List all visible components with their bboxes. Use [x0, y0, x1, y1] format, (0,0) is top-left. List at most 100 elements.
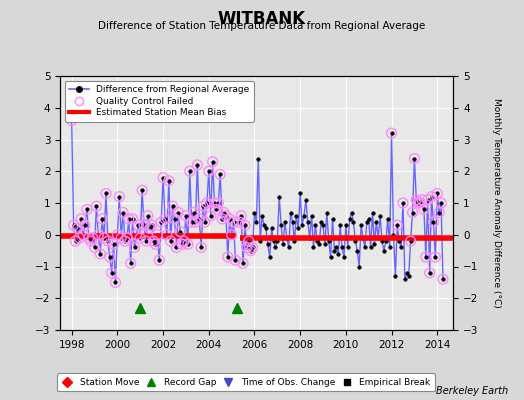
Point — [94, 232, 103, 238]
Point — [437, 200, 445, 206]
Point — [132, 232, 140, 238]
Point — [210, 200, 219, 206]
Point — [188, 219, 196, 225]
Point — [214, 200, 223, 206]
Point — [167, 238, 175, 244]
Point — [407, 238, 415, 244]
Point — [144, 212, 152, 219]
Point — [102, 190, 110, 197]
Point — [209, 158, 217, 165]
Point — [206, 212, 215, 219]
Point — [235, 219, 244, 225]
Point — [195, 216, 203, 222]
Point — [75, 235, 83, 241]
Point — [73, 225, 82, 232]
Point — [248, 244, 257, 251]
Point — [170, 216, 179, 222]
Point — [216, 171, 224, 178]
Point — [245, 238, 253, 244]
Point — [227, 232, 236, 238]
Point — [140, 222, 148, 228]
Point — [134, 222, 143, 228]
Point — [199, 203, 208, 209]
Point — [69, 222, 78, 228]
Point — [176, 228, 184, 235]
Point — [119, 209, 127, 216]
Point — [201, 219, 209, 225]
Point — [86, 238, 95, 244]
Point — [239, 260, 247, 266]
Point — [161, 216, 169, 222]
Text: WITBANK: WITBANK — [218, 10, 306, 28]
Point — [105, 254, 114, 260]
Point — [159, 174, 167, 181]
Point — [435, 209, 443, 216]
Point — [193, 162, 202, 168]
Point — [180, 238, 188, 244]
Point — [92, 203, 101, 209]
Point — [224, 254, 232, 260]
Point — [431, 254, 440, 260]
Point — [172, 244, 181, 251]
Point — [77, 216, 85, 222]
Point — [439, 276, 447, 282]
Point — [142, 238, 150, 244]
Point — [212, 206, 221, 212]
Point — [125, 216, 133, 222]
Point — [414, 200, 422, 206]
Point — [433, 190, 441, 197]
Point — [412, 197, 420, 203]
Point — [123, 235, 131, 241]
Point — [149, 238, 158, 244]
Point — [246, 248, 255, 254]
Point — [220, 209, 228, 216]
Point — [418, 197, 426, 203]
Point — [146, 225, 154, 232]
Point — [416, 200, 424, 206]
Point — [104, 238, 112, 244]
Point — [126, 260, 135, 266]
Point — [130, 244, 139, 251]
Point — [189, 209, 198, 216]
Point — [98, 216, 106, 222]
Point — [203, 200, 211, 206]
Point — [90, 244, 99, 251]
Point — [100, 235, 108, 241]
Point — [79, 232, 88, 238]
Y-axis label: Monthly Temperature Anomaly Difference (°C): Monthly Temperature Anomaly Difference (… — [492, 98, 501, 308]
Point — [183, 241, 192, 248]
Legend: Station Move, Record Gap, Time of Obs. Change, Empirical Break: Station Move, Record Gap, Time of Obs. C… — [58, 374, 435, 392]
Point — [117, 235, 125, 241]
Point — [428, 194, 436, 200]
Point — [393, 222, 401, 228]
Point — [178, 241, 187, 248]
Point — [111, 279, 119, 286]
Point — [96, 250, 104, 257]
Point — [422, 254, 430, 260]
Text: Difference of Station Temperature Data from Regional Average: Difference of Station Temperature Data f… — [99, 21, 425, 31]
Point — [420, 206, 428, 212]
Point — [71, 238, 80, 244]
Point — [113, 232, 122, 238]
Point — [68, 117, 76, 124]
Point — [107, 270, 116, 276]
Point — [408, 209, 417, 216]
Point — [222, 212, 230, 219]
Point — [89, 235, 97, 241]
Point — [191, 219, 200, 225]
Point — [185, 168, 194, 174]
Text: Berkeley Earth: Berkeley Earth — [436, 386, 508, 396]
Point — [121, 238, 129, 244]
Point — [157, 219, 166, 225]
Point — [136, 235, 145, 241]
Point — [231, 257, 239, 263]
Point — [168, 203, 177, 209]
Point — [399, 200, 407, 206]
Point — [243, 244, 251, 251]
Point — [128, 216, 137, 222]
Point — [115, 194, 124, 200]
Point — [147, 222, 156, 228]
Point — [230, 219, 238, 225]
Point — [197, 244, 205, 251]
Legend: Difference from Regional Average, Quality Control Failed, Estimated Station Mean: Difference from Regional Average, Qualit… — [65, 80, 254, 122]
